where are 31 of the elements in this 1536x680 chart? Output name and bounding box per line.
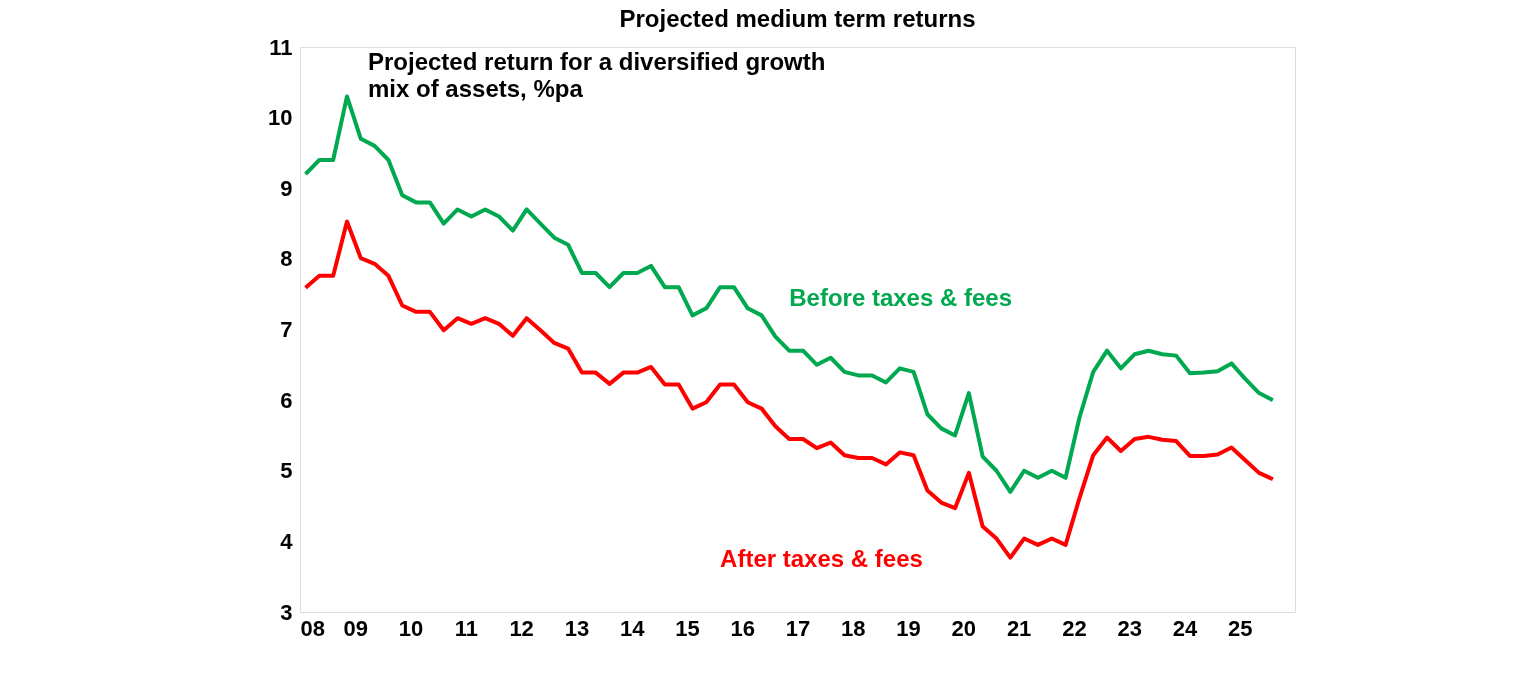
y-tick-label: 10 bbox=[268, 105, 293, 131]
x-tick-label: 15 bbox=[675, 615, 700, 641]
x-tick-label: 25 bbox=[1227, 615, 1253, 641]
x-tick-label: 17 bbox=[785, 615, 811, 641]
y-tick-label: 9 bbox=[280, 175, 293, 201]
y-tick-label: 3 bbox=[280, 599, 293, 625]
x-tick-label: 24 bbox=[1172, 615, 1198, 641]
y-tick-label: 7 bbox=[280, 317, 293, 342]
y-tick-label: 6 bbox=[280, 387, 293, 413]
x-tick-label: 18 bbox=[841, 615, 866, 641]
x-tick-label: 10 bbox=[398, 615, 424, 641]
x-tick-label: 21 bbox=[1006, 615, 1032, 641]
x-tick-label: 23 bbox=[1117, 615, 1142, 641]
x-tick-label: 11 bbox=[454, 615, 478, 641]
series-label: Before taxes & fees bbox=[789, 283, 1012, 311]
x-tick-label: 20 bbox=[951, 615, 977, 641]
x-tick-label: 19 bbox=[896, 615, 921, 641]
x-tick-label: 22 bbox=[1062, 615, 1087, 641]
x-tick-label: 08 bbox=[300, 615, 325, 641]
chart-title: Projected medium term returns bbox=[619, 5, 976, 32]
annotation: Projected return for a diversified growth mix of assets, %pa bbox=[368, 48, 826, 102]
x-tick-label: 09 bbox=[343, 615, 369, 641]
y-tick-label: 5 bbox=[280, 458, 293, 484]
x-tick-label: 16 bbox=[730, 615, 755, 641]
y-tick-label: 4 bbox=[280, 528, 294, 554]
x-tick-label: 13 bbox=[564, 615, 590, 641]
series-label: After taxes & fees bbox=[720, 544, 923, 572]
y-tick-label: 11 bbox=[269, 34, 293, 60]
y-tick-label: 8 bbox=[280, 246, 293, 272]
x-tick-label: 12 bbox=[509, 615, 534, 641]
x-tick-label: 14 bbox=[619, 615, 646, 641]
